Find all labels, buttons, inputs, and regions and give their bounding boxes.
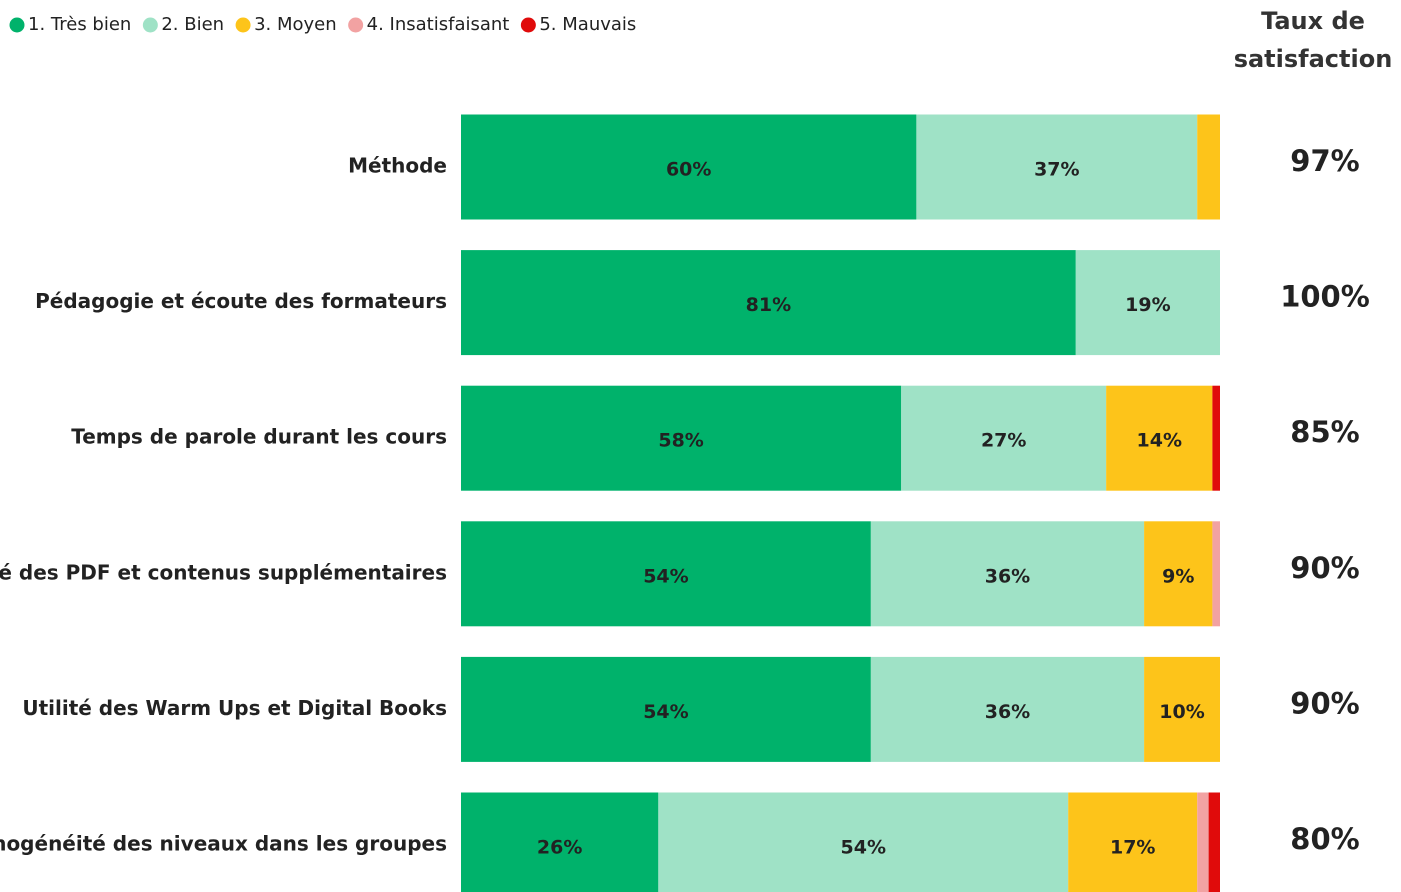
- category-label: Méthode: [348, 154, 447, 178]
- satisfaction-value: 80%: [1290, 822, 1359, 856]
- bar-segment: [461, 250, 1076, 356]
- satisfaction-value: 85%: [1290, 415, 1359, 449]
- bar-segment: [1208, 792, 1220, 892]
- legend-label: 3. Moyen: [254, 14, 337, 35]
- satisfaction-value: 100%: [1280, 280, 1370, 314]
- data-label: 36%: [985, 565, 1030, 587]
- bar-segment: [870, 656, 1145, 762]
- bar-segment: [461, 792, 659, 892]
- data-label: 19%: [1125, 294, 1170, 316]
- data-label: 27%: [981, 430, 1026, 452]
- bar-segment: [1106, 385, 1213, 491]
- bar-segment: [1144, 521, 1213, 627]
- legend-marker: [235, 17, 251, 33]
- legend-label: 2. Bien: [161, 14, 224, 35]
- data-label: 10%: [1159, 701, 1204, 723]
- bar-segment: [1212, 385, 1220, 491]
- bar-segment: [1212, 521, 1220, 627]
- bar-segment: [1197, 792, 1209, 892]
- bar-segment: [461, 114, 917, 220]
- bar-segment: [916, 114, 1198, 220]
- satisfaction-value: 97%: [1290, 144, 1359, 178]
- data-label: 17%: [1110, 837, 1155, 859]
- category-label: Homogénéité des niveaux dans les groupes: [0, 832, 447, 856]
- data-label: 26%: [537, 837, 582, 859]
- bar-segment: [658, 792, 1069, 892]
- data-label: 81%: [746, 294, 791, 316]
- data-label: 36%: [985, 701, 1030, 723]
- category-label: Utilité des Warm Ups et Digital Books: [22, 696, 447, 720]
- data-label: 54%: [643, 701, 688, 723]
- legend-marker: [348, 17, 364, 33]
- satisfaction-value: 90%: [1290, 686, 1359, 720]
- bar-segment: [901, 385, 1107, 491]
- bar-segment: [1197, 114, 1220, 220]
- satisfaction-value: 90%: [1290, 551, 1359, 585]
- legend-marker: [9, 17, 25, 33]
- data-label: 58%: [658, 430, 703, 452]
- data-label: 9%: [1162, 565, 1194, 587]
- data-label: 37%: [1034, 159, 1079, 181]
- legend-label: 4. Insatisfaisant: [367, 14, 510, 35]
- bar-segment: [461, 656, 871, 762]
- data-label: 60%: [666, 159, 711, 181]
- bar-segment: [461, 521, 871, 627]
- category-label: Pédagogie et écoute des formateurs: [35, 289, 447, 313]
- category-label: Utilité des PDF et contenus supplémentai…: [0, 560, 447, 584]
- legend-label: 1. Très bien: [28, 14, 131, 35]
- legend-marker: [520, 17, 536, 33]
- data-label: 54%: [841, 837, 886, 859]
- data-label: 14%: [1137, 430, 1182, 452]
- category-label: Temps de parole durant les cours: [71, 425, 447, 449]
- bar-segment: [1075, 250, 1220, 356]
- bar-segment: [870, 521, 1145, 627]
- bar-segment: [1068, 792, 1198, 892]
- bar-segment: [1144, 656, 1220, 762]
- data-label: 54%: [643, 565, 688, 587]
- legend-marker: [142, 17, 158, 33]
- bar-segment: [461, 385, 902, 491]
- satisfaction-title: Taux de satisfaction: [1233, 7, 1393, 73]
- legend-label: 5. Mauvais: [539, 14, 636, 35]
